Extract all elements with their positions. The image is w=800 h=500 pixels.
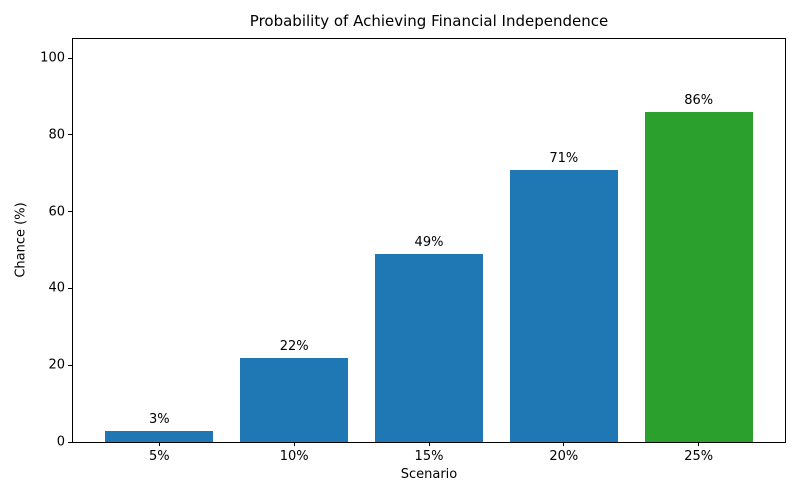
x-axis-label: Scenario <box>400 467 458 482</box>
x-tick <box>158 442 160 446</box>
y-tick-label: 20 <box>48 357 65 373</box>
bar-value-label: 86% <box>684 92 714 108</box>
chart-title: Probability of Achieving Financial Indep… <box>249 12 609 30</box>
bar <box>375 253 483 442</box>
bar <box>509 169 618 442</box>
x-tick <box>563 442 565 446</box>
bar-value-label: 71% <box>549 150 579 166</box>
x-tick-label: 5% <box>148 449 170 464</box>
bar <box>644 111 753 442</box>
x-tick-label: 20% <box>549 449 579 464</box>
bar-value-label: 49% <box>414 234 444 250</box>
bar-value-label: 22% <box>279 338 309 354</box>
y-tick <box>68 211 72 213</box>
bar-value-label: 3% <box>148 411 170 427</box>
x-tick-label: 25% <box>684 449 714 464</box>
y-tick-label: 60 <box>48 204 65 220</box>
x-tick-label: 15% <box>414 449 444 464</box>
x-tick <box>428 442 430 446</box>
y-tick <box>68 57 72 59</box>
y-tick <box>68 441 72 443</box>
bar <box>240 357 349 442</box>
y-tick-label: 0 <box>56 434 65 450</box>
y-tick-label: 100 <box>40 50 65 66</box>
x-tick <box>698 442 700 446</box>
y-tick <box>68 134 72 136</box>
y-tick-label: 40 <box>48 280 65 296</box>
y-tick <box>68 287 72 289</box>
y-tick-label: 80 <box>48 127 65 143</box>
bar <box>105 430 214 442</box>
y-tick <box>68 364 72 366</box>
x-tick-label: 10% <box>279 449 309 464</box>
plot-area: 3% 5% 22% 10% 49% 15% 71% 20% 86% 25% 0 20 40 60 80 100 <box>40 38 786 464</box>
x-tick <box>293 442 295 446</box>
